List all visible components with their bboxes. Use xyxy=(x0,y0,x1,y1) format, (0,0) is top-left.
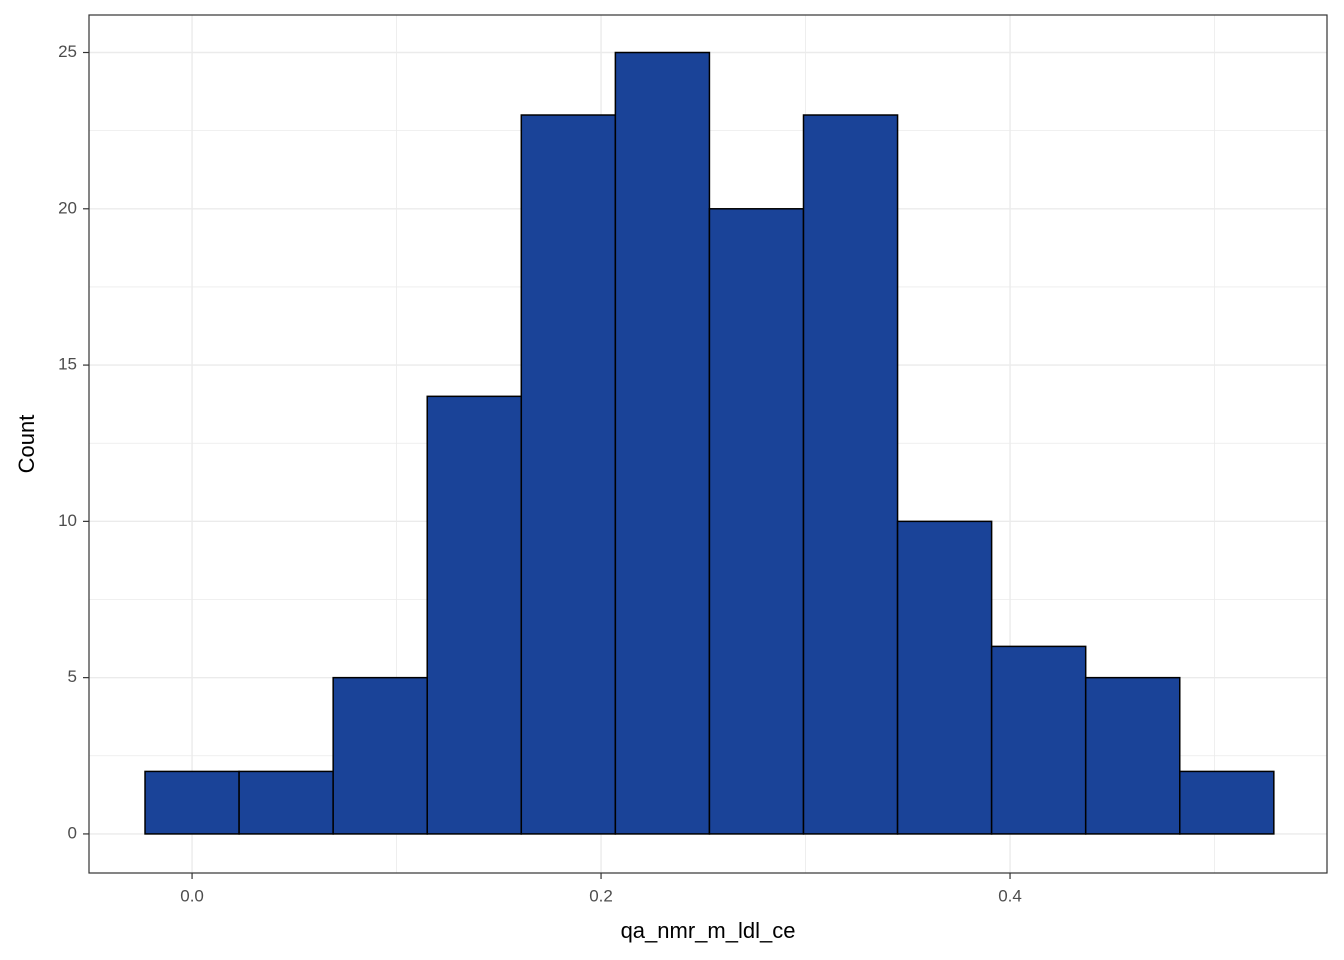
y-tick-label: 25 xyxy=(58,42,77,61)
y-tick-label: 10 xyxy=(58,511,77,530)
bar xyxy=(614,51,711,835)
bar xyxy=(238,770,334,835)
bar xyxy=(990,645,1087,835)
bar xyxy=(1084,676,1181,835)
x-tick-label: 0.4 xyxy=(998,886,1022,905)
bar xyxy=(896,520,993,835)
y-tick-label: 15 xyxy=(58,355,77,374)
bar xyxy=(802,114,899,835)
y-tick-label: 20 xyxy=(58,198,77,217)
y-tick-label: 0 xyxy=(68,823,77,842)
x-axis-title: qa_nmr_m_ldl_ce xyxy=(621,918,796,943)
bar xyxy=(426,395,523,835)
x-tick-label: 0.2 xyxy=(589,886,613,905)
plot-border xyxy=(88,14,1328,874)
y-tick-label: 5 xyxy=(68,667,77,686)
x-tick-label: 0.0 xyxy=(180,886,204,905)
y-axis-title: Count xyxy=(14,415,39,474)
bar xyxy=(144,770,240,835)
bar xyxy=(520,114,617,835)
bar xyxy=(708,208,805,835)
bar xyxy=(332,676,428,835)
bar xyxy=(1179,770,1275,835)
